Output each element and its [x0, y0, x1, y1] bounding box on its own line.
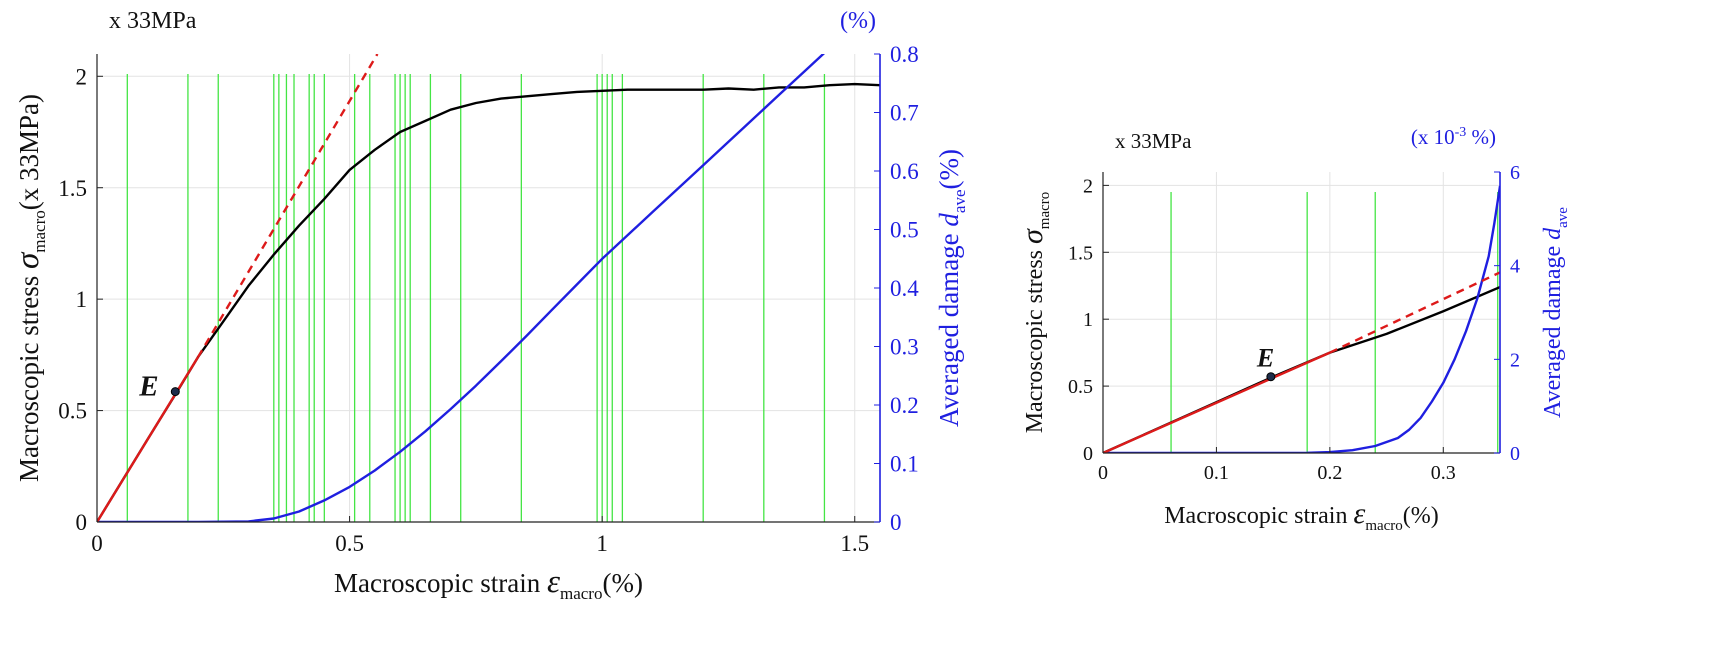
event-lines — [1170, 192, 1499, 453]
label-prefix: Averaged damage — [1540, 240, 1566, 418]
label-subscript: ave — [950, 190, 969, 214]
series-linear — [1103, 351, 1331, 453]
y2-tick-label: 0 — [890, 510, 902, 535]
y-tick-label: 1 — [76, 287, 88, 312]
x-axis-label: Macroscopic strain εmacro(%) — [334, 564, 643, 603]
x-tick-label: 0 — [1098, 462, 1108, 484]
y2-axis-label: Averaged damage dave — [1540, 207, 1571, 418]
label-symbol: d — [934, 213, 964, 227]
y2-tick-label: 0.7 — [890, 101, 919, 126]
label-suffix: (%) — [602, 568, 642, 598]
y-tick-label: 1 — [1083, 309, 1093, 331]
y-axis-label: Macroscopic stress σmacro(x 33MPa) — [10, 94, 49, 482]
series-group — [97, 54, 880, 522]
chart-1: E 0 0.5 1 1.5 0 0.5 1 1.5 2 0 0.1 0.2 0.3 0.4 0.5 0.6 0.7… — [10, 8, 969, 603]
label-prefix: Macroscopic strain — [1164, 503, 1353, 529]
y-unit-label: x 33MPa — [1115, 129, 1192, 153]
y2-tick-label: 0.1 — [890, 452, 919, 477]
x-axis-label: Macroscopic strain εmacro(%) — [1164, 497, 1439, 534]
y-tick-label: 0 — [76, 510, 88, 535]
label-prefix: Averaged damage — [934, 227, 964, 427]
label-subscript: macro — [1365, 518, 1402, 534]
y2-tick-label: 0.2 — [890, 393, 919, 418]
label-symbol: ε — [547, 564, 560, 600]
chart-2: E 0 0.1 0.2 0.3 0 0.5 1 1.5 2 0 2 4 6 x 33MPa (x 10-3 %… — [1016, 125, 1571, 534]
unit-superscript: -3 — [1455, 125, 1467, 140]
x-tick-label: 0.3 — [1431, 462, 1456, 484]
label-prefix: Macroscopic strain — [334, 568, 547, 598]
y-tick-label: 2 — [76, 64, 88, 89]
x-tick-label: 0 — [91, 531, 103, 556]
label-symbol: ε — [1353, 497, 1365, 530]
label-subscript: macro — [560, 584, 602, 603]
plot-area — [1103, 172, 1500, 453]
event-lines — [126, 74, 826, 522]
marker-label: E — [1256, 344, 1274, 373]
y2-axis-label: Averaged damage dave(%) — [934, 149, 969, 427]
label-suffix: (%) — [1403, 503, 1439, 529]
y2-unit-label: (%) — [840, 8, 876, 34]
y-tick-label: 0 — [1083, 443, 1093, 465]
marker-label: E — [138, 371, 158, 403]
label-subscript: macro — [1037, 192, 1053, 229]
unit-suffix: %) — [1466, 125, 1496, 149]
y2-tick-label: 0.8 — [890, 42, 919, 67]
y2-tick-label: 0 — [1510, 443, 1520, 465]
y-axis-label: Macroscopic stress σmacro — [1016, 192, 1053, 434]
y2-tick-label: 0.6 — [890, 159, 919, 184]
series-group — [1103, 185, 1500, 453]
marker-point — [1266, 372, 1276, 382]
label-prefix: Macroscopic stress — [14, 269, 44, 482]
series-linear-extension — [196, 54, 379, 358]
y-tick-label: 1.5 — [58, 176, 87, 201]
y-tick-label: 0.5 — [58, 399, 87, 424]
x-tick-label: 0.5 — [335, 531, 364, 556]
y2-tick-label: 4 — [1510, 256, 1520, 278]
label-subscript: macro — [30, 210, 49, 252]
plot-area — [97, 54, 880, 522]
y2-tick-label: 2 — [1510, 349, 1520, 371]
y2-tick-label: 0.4 — [890, 276, 919, 301]
label-symbol: d — [1540, 227, 1566, 240]
series-stress — [97, 82, 880, 522]
label-symbol: σ — [10, 251, 46, 269]
marker-point — [170, 387, 180, 397]
y-tick-label: 0.5 — [1068, 376, 1093, 398]
y-unit-label: x 33MPa — [109, 8, 197, 34]
series-linear-extension — [1329, 271, 1500, 354]
x-tick-label: 1.5 — [840, 531, 869, 556]
y2-tick-label: 6 — [1510, 162, 1520, 184]
label-subscript: ave — [1555, 207, 1571, 228]
y-tick-label: 2 — [1083, 175, 1093, 197]
x-tick-label: 1 — [596, 531, 608, 556]
y-tick-label: 1.5 — [1068, 242, 1093, 264]
x-tick-label: 0.1 — [1204, 462, 1229, 484]
series-linear — [97, 356, 200, 522]
y2-tick-label: 0.5 — [890, 218, 919, 243]
y2-unit-label: (x 10-3 %) — [1411, 125, 1496, 149]
series-damage — [97, 54, 825, 522]
unit-prefix: (x 10 — [1411, 125, 1455, 149]
label-suffix: (x 33MPa) — [14, 94, 44, 210]
label-symbol: σ — [1016, 228, 1049, 244]
label-suffix: (%) — [934, 149, 964, 189]
y2-tick-label: 0.3 — [890, 335, 919, 360]
label-prefix: Macroscopic stress — [1022, 244, 1048, 433]
series-damage — [1103, 185, 1500, 453]
x-tick-label: 0.2 — [1317, 462, 1342, 484]
